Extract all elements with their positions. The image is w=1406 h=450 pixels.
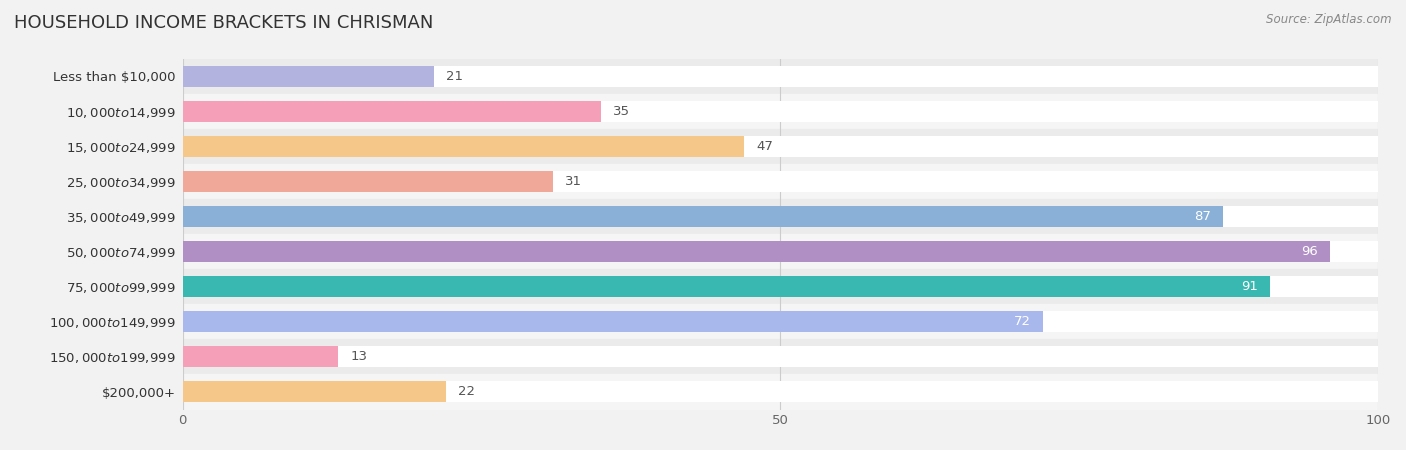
Bar — [183, 66, 1378, 86]
Text: 47: 47 — [756, 140, 773, 153]
Bar — [183, 164, 1378, 199]
Bar — [183, 382, 446, 402]
Text: 22: 22 — [458, 386, 475, 398]
Bar — [183, 199, 1378, 234]
Bar — [183, 241, 1378, 262]
Text: 91: 91 — [1241, 280, 1258, 293]
Text: 13: 13 — [350, 351, 367, 363]
Text: 96: 96 — [1302, 245, 1317, 258]
Bar — [183, 101, 1378, 122]
Bar — [183, 136, 745, 157]
Text: HOUSEHOLD INCOME BRACKETS IN CHRISMAN: HOUSEHOLD INCOME BRACKETS IN CHRISMAN — [14, 14, 433, 32]
Bar — [183, 136, 1378, 157]
Bar — [183, 58, 1378, 94]
Bar — [183, 129, 1378, 164]
Bar — [183, 171, 1378, 192]
Bar — [183, 346, 337, 367]
Bar — [183, 241, 1330, 262]
Bar — [183, 66, 433, 86]
Bar — [183, 234, 1378, 269]
Bar — [183, 339, 1378, 374]
Bar — [183, 269, 1378, 304]
Bar — [183, 276, 1271, 297]
Text: 31: 31 — [565, 175, 582, 188]
Bar — [183, 374, 1378, 410]
Text: 35: 35 — [613, 105, 630, 117]
Bar — [183, 206, 1378, 227]
Text: 72: 72 — [1014, 315, 1032, 328]
Bar — [183, 382, 1378, 402]
Bar — [183, 311, 1043, 332]
Bar — [183, 171, 554, 192]
Bar — [183, 346, 1378, 367]
Bar — [183, 304, 1378, 339]
Bar — [183, 206, 1222, 227]
Bar — [183, 94, 1378, 129]
Bar — [183, 311, 1378, 332]
Bar — [183, 276, 1378, 297]
Text: Source: ZipAtlas.com: Source: ZipAtlas.com — [1267, 14, 1392, 27]
Bar — [183, 101, 602, 122]
Text: 21: 21 — [446, 70, 463, 82]
Text: 87: 87 — [1194, 210, 1211, 223]
